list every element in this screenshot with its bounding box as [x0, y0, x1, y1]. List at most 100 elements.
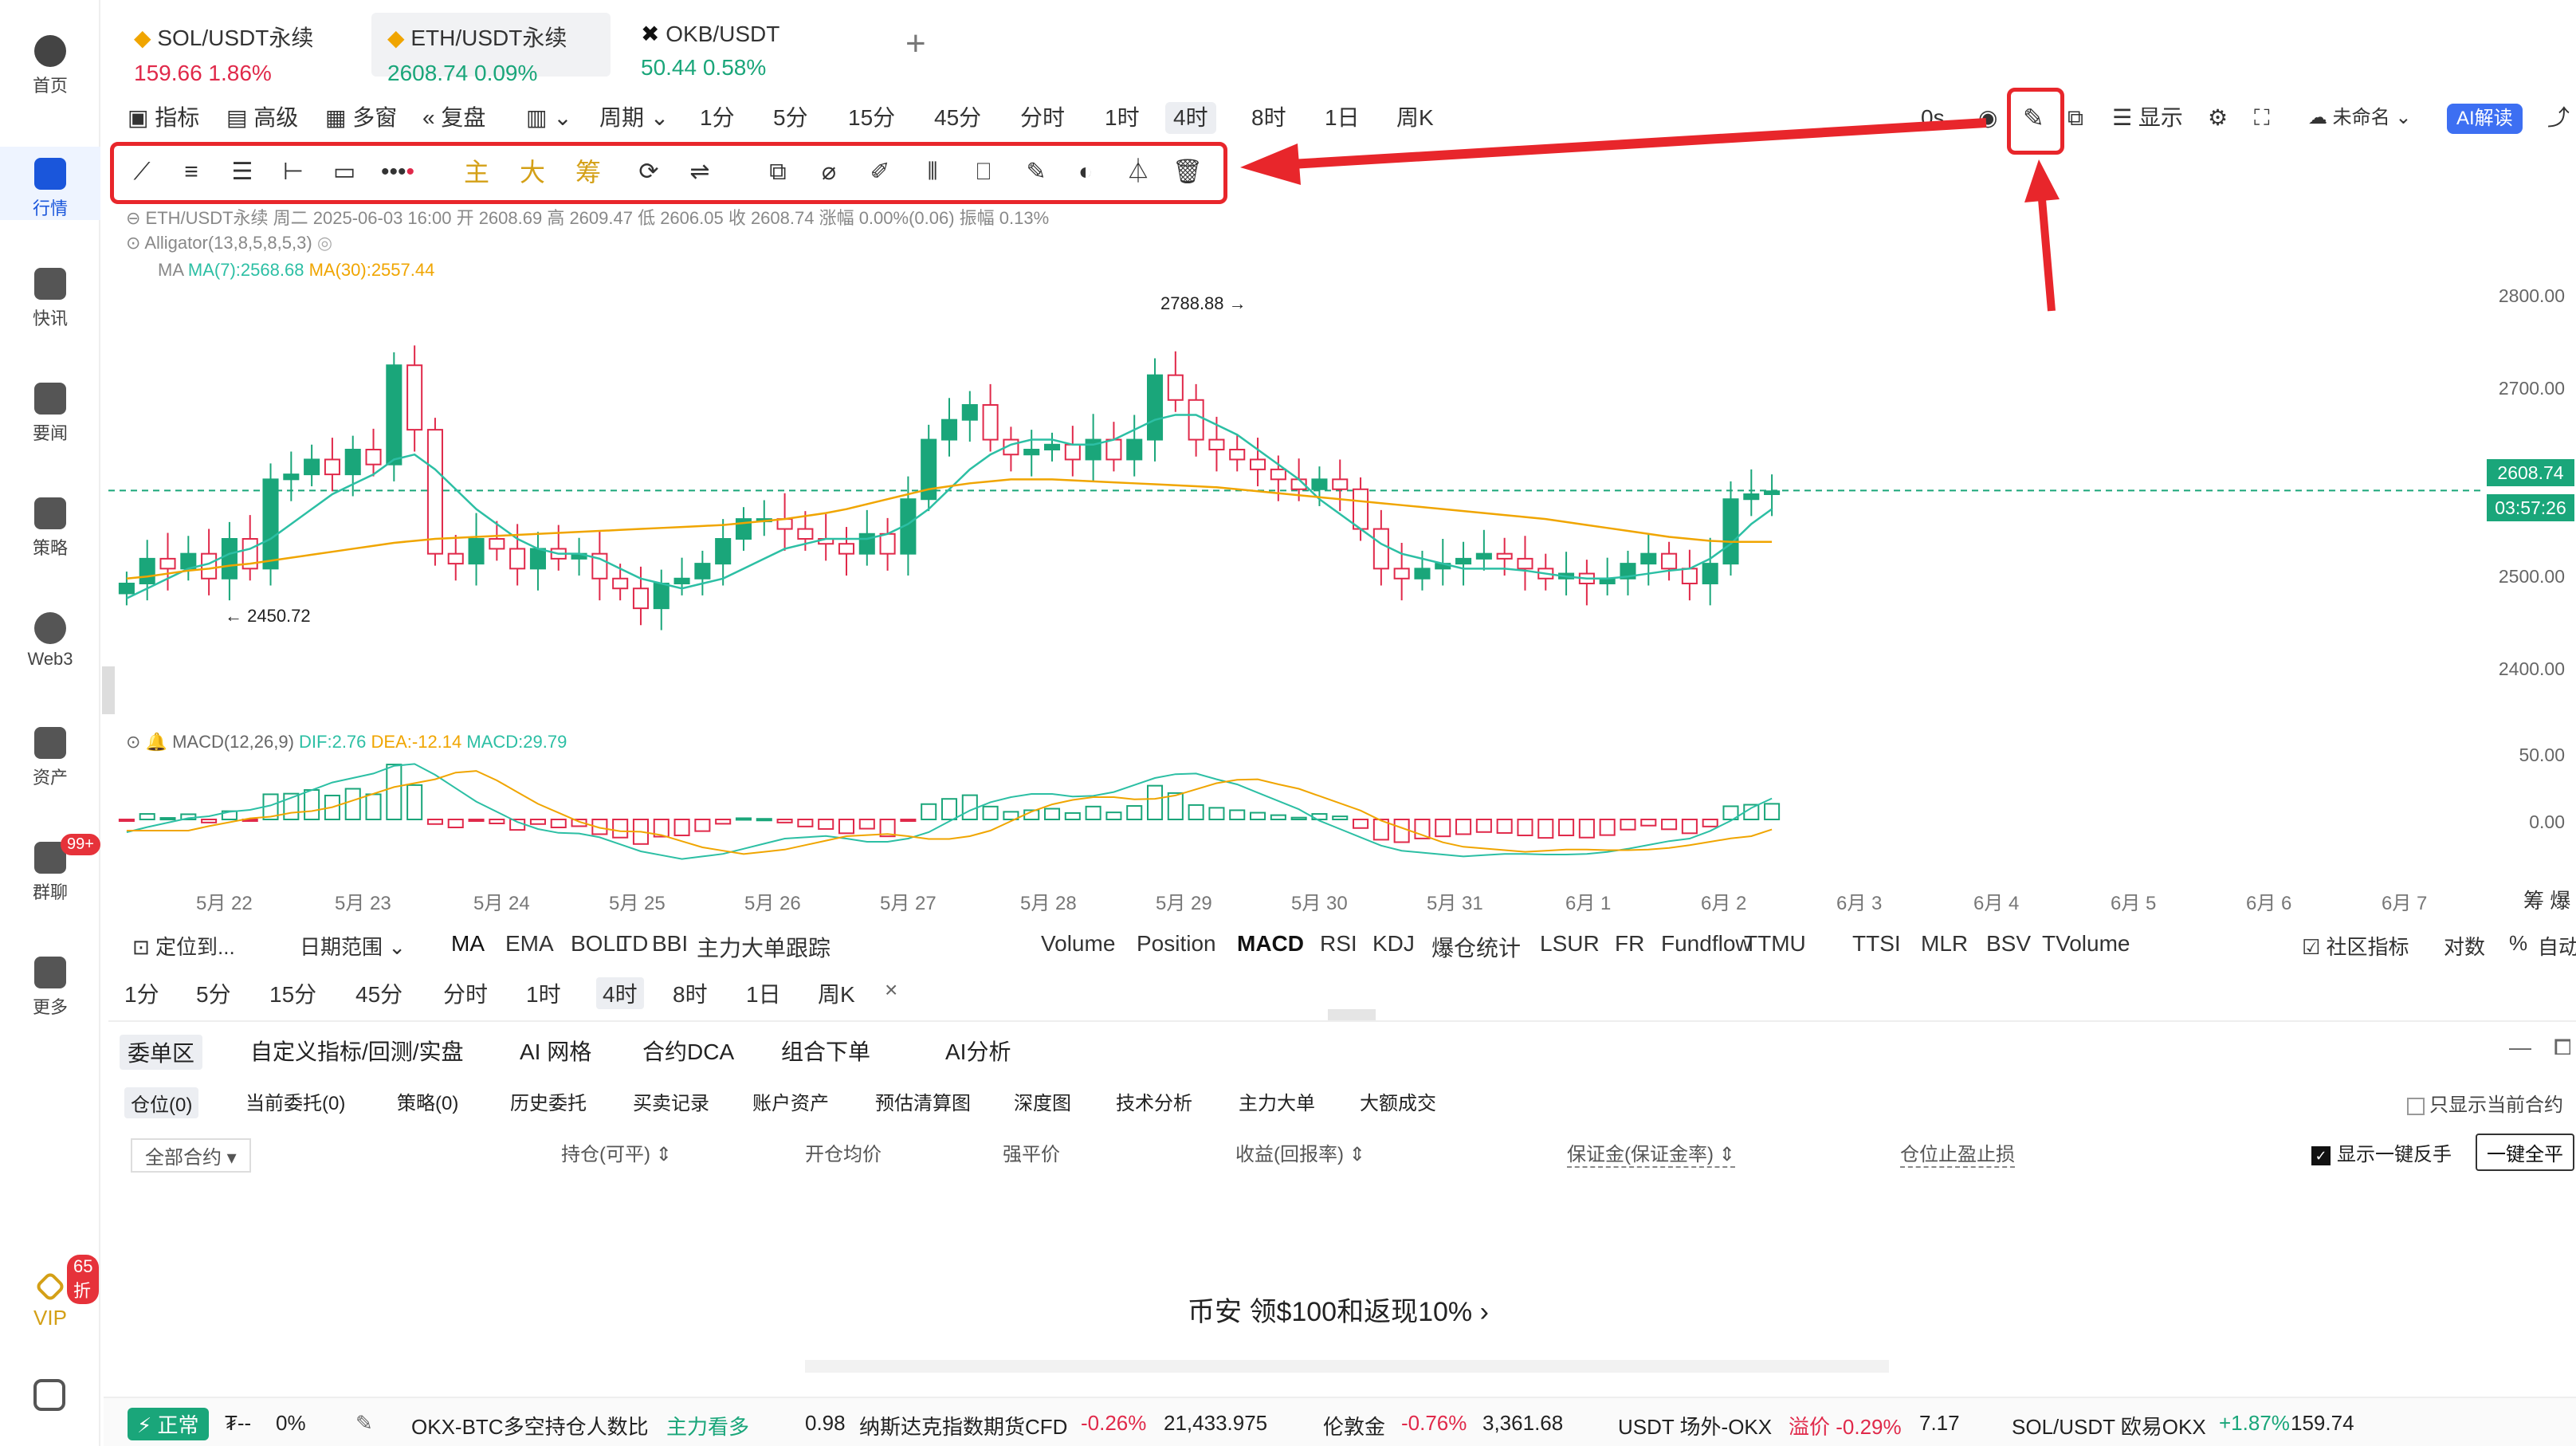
- panel-resize-handle[interactable]: [1328, 1009, 1376, 1022]
- sub-tab-6[interactable]: 预估清算图: [875, 1093, 971, 1114]
- log-scale-button[interactable]: 对数: [2444, 935, 2486, 959]
- minimize-icon[interactable]: —: [2509, 1035, 2531, 1059]
- col-pnl[interactable]: 收益(回报率) ⇕: [1235, 1144, 1365, 1165]
- main-force-tool[interactable]: 主: [463, 158, 489, 187]
- rectangle-tool-icon[interactable]: ▭: [332, 159, 356, 185]
- chart-type-button[interactable]: ▥ ⌄: [526, 105, 572, 130]
- parallel-lines-icon[interactable]: ≡: [184, 159, 198, 185]
- one-click-reverse-toggle[interactable]: ✓ 显示一键反手: [2311, 1138, 2452, 1166]
- auto-scale-button[interactable]: 自动: [2538, 935, 2576, 959]
- sub-indicator-10[interactable]: TTSI: [1852, 931, 1901, 956]
- sync-draw-icon[interactable]: ⟳: [638, 159, 659, 185]
- sub-indicator-1[interactable]: Position: [1137, 931, 1216, 956]
- layout-dropdown[interactable]: ☁ 未命名 ⌄: [2308, 107, 2412, 128]
- footer-item-title[interactable]: 纳斯达克指数期货CFD: [859, 1415, 1068, 1439]
- sub-tab-5[interactable]: 账户资产: [752, 1093, 829, 1114]
- tf-1m[interactable]: 1分: [700, 105, 735, 130]
- copy-icon[interactable]: ⧉: [2067, 105, 2083, 130]
- macd-info[interactable]: ⊙ 🔔 MACD(12,26,9) DIF:2.76 DEA:-12.14 MA…: [126, 732, 567, 752]
- sidebar-item-headline[interactable]: 要闻: [0, 383, 100, 445]
- hide-tool-icon[interactable]: ◐: [1078, 159, 1094, 185]
- sub-tab-4[interactable]: 买卖记录: [633, 1093, 709, 1114]
- footer-item-title[interactable]: SOL/USDT 欧易OKX: [2012, 1415, 2206, 1439]
- tf2-2[interactable]: 15分: [269, 982, 317, 1007]
- tf2-1[interactable]: 5分: [196, 982, 231, 1007]
- share-icon[interactable]: ⤴: [2547, 105, 2570, 130]
- settings-icon[interactable]: [33, 1379, 65, 1411]
- sub-tab-3[interactable]: 历史委托: [510, 1093, 587, 1114]
- sub-tab-10[interactable]: 大额成交: [1360, 1093, 1436, 1114]
- sub-indicator-0[interactable]: Volume: [1041, 931, 1116, 956]
- maximize-icon[interactable]: ⧠: [2554, 1035, 2572, 1059]
- sub-indicator-4[interactable]: KDJ: [1372, 931, 1415, 956]
- sidebar-item-market[interactable]: 行情: [0, 147, 100, 220]
- tf-5m[interactable]: 5分: [773, 105, 808, 130]
- sub-tab-0[interactable]: 仓位(0): [124, 1087, 199, 1118]
- ruler-tool-icon[interactable]: ⌀: [821, 159, 837, 185]
- footer-edit-icon[interactable]: ✎: [355, 1411, 373, 1435]
- sub-indicator-5[interactable]: 爆仓统计: [1431, 936, 1522, 961]
- sidebar-item-news[interactable]: 快讯: [0, 268, 100, 330]
- note-tool-icon[interactable]: ✎: [1026, 159, 1046, 185]
- percent-scale-button[interactable]: %: [2509, 931, 2528, 955]
- eraser-tool-icon[interactable]: ✐: [870, 159, 890, 185]
- main-indicator-4[interactable]: BBI: [652, 931, 689, 956]
- tf2-0[interactable]: 1分: [124, 982, 159, 1007]
- bottom-tab-2[interactable]: AI 网格: [520, 1039, 592, 1064]
- main-indicator-2[interactable]: BOLL: [571, 931, 628, 956]
- tf2-6[interactable]: 4时: [596, 977, 644, 1009]
- tf-1d[interactable]: 1日: [1325, 105, 1360, 130]
- footer-item-title[interactable]: OKX-BTC多空持仓人数比: [411, 1415, 649, 1439]
- bottom-tab-1[interactable]: 自定义指标/回测/实盘: [250, 1039, 464, 1064]
- bottom-tab-0[interactable]: 委单区: [120, 1035, 203, 1070]
- magnet-tool-icon[interactable]: ⇌: [689, 159, 710, 185]
- bottom-tab-4[interactable]: 组合下单: [781, 1039, 871, 1064]
- main-indicator-0[interactable]: MA: [451, 931, 485, 956]
- alligator-info[interactable]: ⊙ Alligator(13,8,5,8,5,3) ◎: [126, 233, 333, 253]
- fullscreen-icon[interactable]: ⛶: [2254, 105, 2270, 130]
- tf-timeshare[interactable]: 分时: [1020, 105, 1066, 130]
- sub-indicator-3[interactable]: RSI: [1320, 931, 1357, 956]
- sidebar-item-strategy[interactable]: 策略: [0, 497, 100, 560]
- sidebar-item-more[interactable]: 更多: [0, 957, 100, 1019]
- tf2-8[interactable]: 1日: [746, 982, 781, 1007]
- horizontal-lines-icon[interactable]: ☰: [231, 159, 253, 185]
- sidebar-item-web3[interactable]: Web3: [0, 612, 100, 670]
- community-indicator-button[interactable]: ☑ 社区指标: [2302, 935, 2409, 959]
- close-timeframe-row[interactable]: ×: [885, 977, 898, 1002]
- bar-pattern-icon[interactable]: ⫴: [927, 159, 938, 185]
- multiwindow-button[interactable]: ▦ 多窗: [325, 105, 398, 130]
- tf2-7[interactable]: 8时: [673, 982, 708, 1007]
- main-indicator-5[interactable]: 主力大单跟踪: [697, 936, 831, 961]
- footer-item-title[interactable]: USDT 场外-OKX: [1618, 1415, 1773, 1439]
- sidebar-item-assets[interactable]: 资产: [0, 727, 100, 789]
- tf-8h[interactable]: 8时: [1251, 105, 1286, 130]
- clone-tool-icon[interactable]: ⧉: [769, 159, 787, 185]
- tab-eth-usdt[interactable]: ◆ ETH/USDT永续 2608.74 0.09%: [371, 13, 611, 85]
- footer-item-title[interactable]: 伦敦金: [1323, 1415, 1386, 1439]
- bottom-tab-5[interactable]: AI分析: [945, 1039, 1011, 1064]
- close-all-button[interactable]: 一键全平: [2476, 1134, 2574, 1171]
- all-contracts-dropdown[interactable]: 全部合约 ▾: [131, 1138, 251, 1173]
- sub-indicator-6[interactable]: LSUR: [1540, 931, 1600, 956]
- chip-tool[interactable]: 筹: [575, 158, 601, 187]
- big-order-tool[interactable]: 大: [519, 158, 545, 187]
- period-dropdown[interactable]: 周期 ⌄: [599, 105, 670, 130]
- col-position[interactable]: 持仓(可平) ⇕: [561, 1144, 672, 1165]
- sub-indicator-2[interactable]: MACD: [1237, 931, 1304, 956]
- trendline-tool-icon[interactable]: ⟋: [133, 159, 151, 185]
- main-indicator-3[interactable]: TD: [618, 931, 649, 956]
- ai-interpret-button[interactable]: AI解读: [2447, 104, 2523, 134]
- tf2-3[interactable]: 45分: [355, 982, 403, 1007]
- tf2-4[interactable]: 分时: [443, 982, 489, 1007]
- tf2-5[interactable]: 1时: [526, 982, 561, 1007]
- sub-tab-2[interactable]: 策略(0): [397, 1093, 459, 1114]
- col-margin[interactable]: 保证金(保证金率) ⇕: [1567, 1138, 1735, 1168]
- tab-okb-usdt[interactable]: ✖ OKB/USDT 50.44 0.58%: [641, 22, 780, 80]
- sub-indicator-13[interactable]: TVolume: [2042, 931, 2130, 956]
- sub-tab-9[interactable]: 主力大单: [1239, 1093, 1315, 1114]
- settings-gear-icon[interactable]: ⚙: [2208, 105, 2228, 130]
- add-tab-button[interactable]: +: [905, 24, 926, 63]
- only-current-contract[interactable]: 只显示当前合约: [2407, 1089, 2563, 1117]
- locate-button[interactable]: ⊡ 定位到...: [132, 935, 235, 959]
